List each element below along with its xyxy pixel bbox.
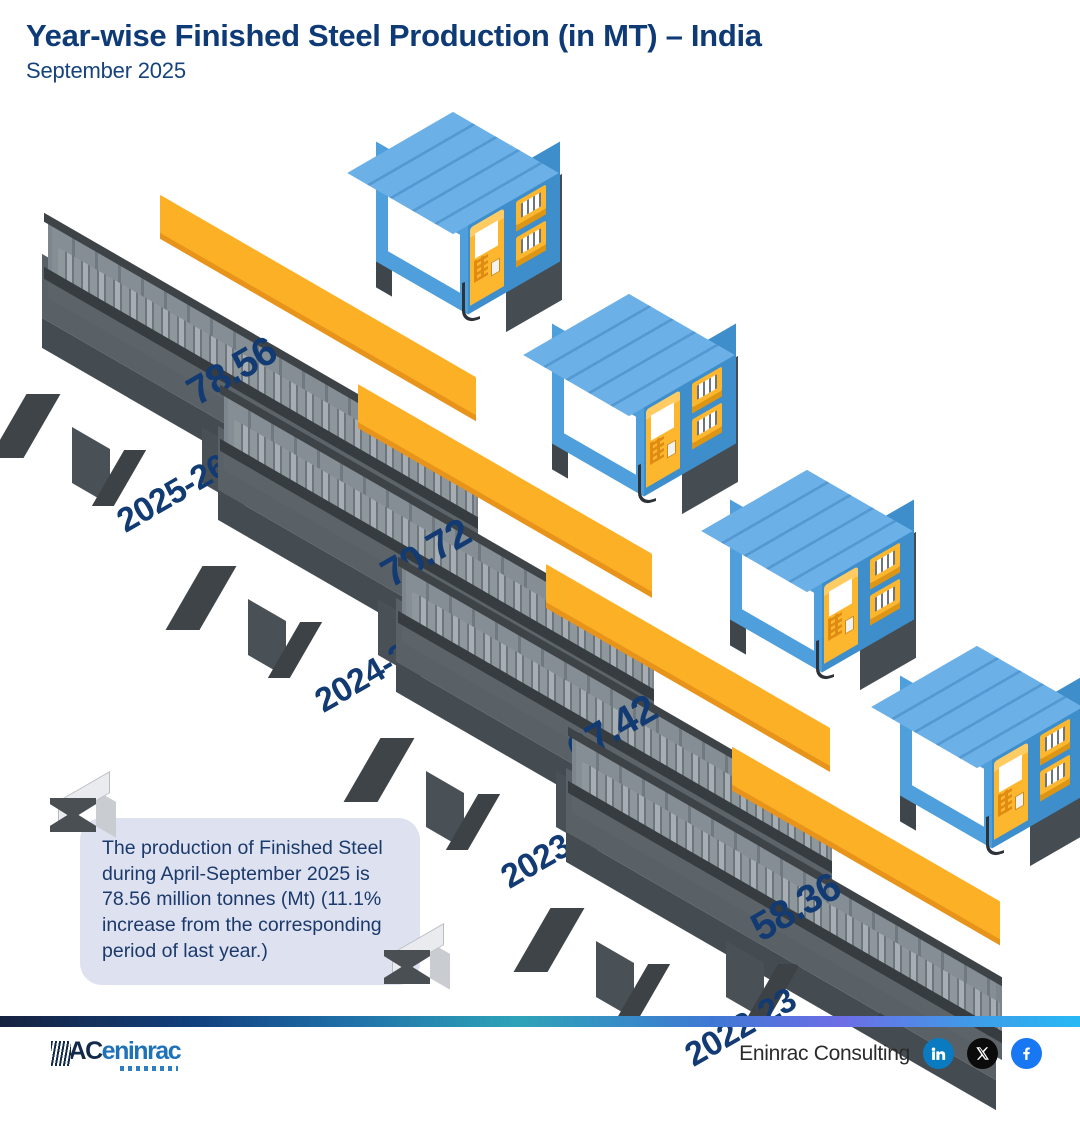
logo-bars-icon [51,1041,71,1066]
x-twitter-icon[interactable] [967,1038,998,1069]
logo-dots-icon [120,1066,178,1071]
logo-eninrac-text: eninrac [101,1037,182,1065]
header: Year-wise Finished Steel Production (in … [26,18,762,84]
eninrac-logo: RACeninrac [51,1037,182,1071]
facebook-icon[interactable] [1011,1038,1042,1069]
footer-right-group: Eninrac Consulting [739,1038,1042,1069]
company-name: Eninrac Consulting [739,1041,910,1065]
steel-ibeam-icon-top [44,770,120,844]
page-title: Year-wise Finished Steel Production (in … [26,18,762,53]
steel-machine-4 [871,628,1080,918]
steel-ibeam-icon-bottom [378,922,454,996]
footer-gradient-bar [0,1016,1080,1027]
footer: RACeninrac Eninrac Consulting [0,1027,1080,1080]
insight-text: The production of Finished Steel during … [102,837,383,962]
insight-callout: The production of Finished Steel during … [80,818,420,985]
linkedin-icon[interactable] [923,1038,954,1069]
page-subtitle: September 2025 [26,58,186,83]
